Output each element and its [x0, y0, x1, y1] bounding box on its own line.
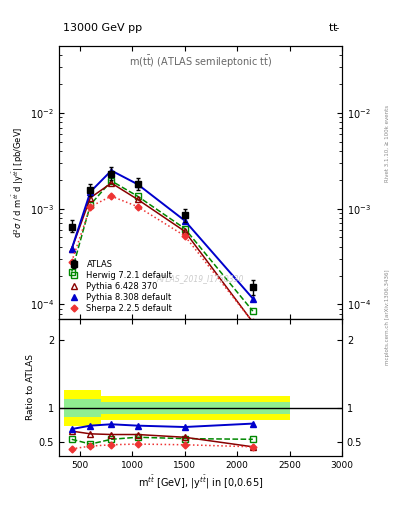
Pythia 6.428 370 — [88, 195, 93, 201]
Text: m(t$\bar{\rm t}$) (ATLAS semileptonic t$\bar{\rm t}$): m(t$\bar{\rm t}$) (ATLAS semileptonic t$… — [129, 54, 272, 70]
Herwig 7.2.1 default — [182, 225, 187, 231]
Pythia 6.428 370 — [135, 196, 140, 202]
Herwig 7.2.1 default — [135, 193, 140, 199]
Line: Pythia 6.428 370: Pythia 6.428 370 — [69, 180, 256, 325]
Sherpa 2.2.5 default — [182, 233, 187, 239]
Line: Herwig 7.2.1 default: Herwig 7.2.1 default — [69, 178, 256, 314]
X-axis label: m$^{t\bar{t}}$ [GeV], |y$^{t\bar{t}}$| in [0,0.65]: m$^{t\bar{t}}$ [GeV], |y$^{t\bar{t}}$| i… — [138, 474, 263, 491]
Y-axis label: Ratio to ATLAS: Ratio to ATLAS — [26, 354, 35, 420]
Text: tt$\bar{}$: tt$\bar{}$ — [328, 22, 340, 33]
Sherpa 2.2.5 default — [135, 204, 140, 210]
Sherpa 2.2.5 default — [70, 259, 74, 265]
Pythia 8.308 default — [135, 181, 140, 187]
Line: Pythia 8.308 default: Pythia 8.308 default — [69, 167, 256, 302]
Text: 13000 GeV pp: 13000 GeV pp — [63, 23, 142, 33]
Legend: ATLAS, Herwig 7.2.1 default, Pythia 6.428 370, Pythia 8.308 default, Sherpa 2.2.: ATLAS, Herwig 7.2.1 default, Pythia 6.42… — [63, 259, 174, 315]
Text: mcplots.cern.ch [arXiv:1306.3436]: mcplots.cern.ch [arXiv:1306.3436] — [385, 270, 390, 365]
Text: Rivet 3.1.10, ≥ 100k events: Rivet 3.1.10, ≥ 100k events — [385, 105, 390, 182]
Herwig 7.2.1 default — [88, 202, 93, 208]
Sherpa 2.2.5 default — [109, 193, 114, 199]
Sherpa 2.2.5 default — [250, 319, 255, 325]
Line: Sherpa 2.2.5 default: Sherpa 2.2.5 default — [69, 194, 255, 325]
Pythia 8.308 default — [182, 218, 187, 224]
Pythia 6.428 370 — [250, 319, 255, 325]
Pythia 6.428 370 — [182, 228, 187, 234]
Y-axis label: d$^{2}\sigma$ / d m$^{t\bar{t}}$ d |y$^{t\bar{t}}$| [pb/GeV]: d$^{2}\sigma$ / d m$^{t\bar{t}}$ d |y$^{… — [10, 127, 26, 238]
Text: ATLAS_2019_I1750330: ATLAS_2019_I1750330 — [157, 274, 244, 283]
Herwig 7.2.1 default — [250, 308, 255, 314]
Herwig 7.2.1 default — [70, 268, 74, 274]
Pythia 8.308 default — [70, 246, 74, 252]
Pythia 8.308 default — [250, 295, 255, 302]
Pythia 8.308 default — [88, 189, 93, 195]
Pythia 6.428 370 — [109, 180, 114, 186]
Pythia 8.308 default — [109, 167, 114, 174]
Herwig 7.2.1 default — [109, 178, 114, 184]
Sherpa 2.2.5 default — [88, 204, 93, 210]
Pythia 6.428 370 — [70, 246, 74, 252]
